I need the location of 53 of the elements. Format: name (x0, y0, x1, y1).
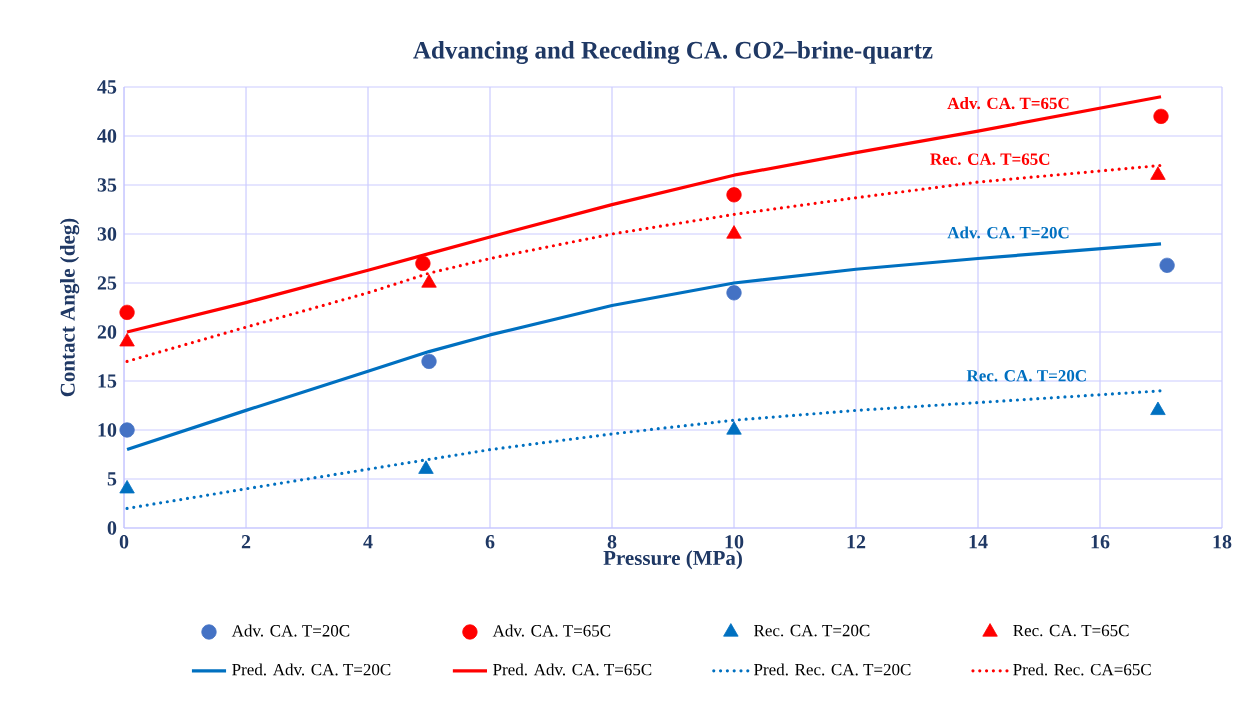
point (418, 460, 434, 474)
x-tick-label: 4 (363, 535, 373, 549)
annotation: Adv. CA. T=20C (947, 226, 1069, 239)
y-tick-label: 0 (107, 521, 117, 535)
x-tick-label: 16 (1091, 535, 1110, 549)
x-tick-label: 0 (119, 535, 129, 549)
y-tick-label: 40 (97, 129, 117, 143)
point (726, 285, 742, 301)
point (421, 274, 437, 288)
legend-label: Pred. Adv. CA. T=65C (493, 663, 652, 676)
point (1150, 401, 1166, 415)
point (726, 187, 742, 203)
legend-label: Adv. CA. T=65C (492, 624, 611, 637)
x-axis-title: Pressure (MPa) (603, 550, 742, 570)
point (726, 225, 742, 239)
point (119, 479, 135, 494)
chart-title: Advancing and Receding CA. CO2–brine-quartz (413, 41, 933, 64)
y-tick-label: 10 (98, 423, 117, 437)
y-tick-label: 45 (97, 80, 117, 94)
legend-label: Rec. CA. T=65C (1013, 624, 1129, 637)
point (421, 353, 437, 369)
x-tick-label: 2 (241, 535, 251, 549)
legend-label: Pred. Rec. CA. T=20C (754, 663, 911, 676)
point (726, 421, 742, 435)
y-tick-label: 25 (97, 276, 117, 290)
annotation: Adv. CA. T=65C (947, 97, 1069, 110)
legend-label: Pred. Adv. CA. T=20C (232, 663, 391, 676)
y-tick-label: 15 (98, 374, 117, 388)
point (119, 304, 135, 320)
annotation: Rec. CA. T=20C (966, 370, 1086, 382)
point (119, 332, 135, 347)
x-tick-label: 10 (725, 535, 744, 549)
x-tick-label: 18 (1213, 535, 1232, 549)
legend-label: Rec. CA. T=20C (754, 624, 870, 637)
x-tick-label: 14 (969, 535, 988, 549)
line-series (125, 389, 1163, 510)
x-tick-label: 12 (847, 535, 866, 549)
legend-label: Adv. CA. T=20C (231, 624, 350, 637)
y-tick-label: 5 (107, 472, 117, 486)
x-tick-label: 6 (485, 535, 495, 549)
x-tick-label: 8 (607, 535, 617, 549)
line-series (125, 242, 1163, 452)
y-tick-label: 20 (97, 325, 117, 339)
point (415, 255, 431, 271)
y-tick-label: 35 (97, 178, 117, 192)
point (1150, 166, 1166, 180)
point (1153, 108, 1169, 124)
legend-label: Pred. Rec. CA=65C (1013, 663, 1151, 676)
annotation: Rec. CA. T=65C (930, 153, 1050, 165)
point (1159, 257, 1175, 273)
y-axis-title: Contact Angle (deg) (60, 218, 80, 397)
point (119, 422, 135, 438)
y-tick-label: 30 (97, 227, 117, 241)
